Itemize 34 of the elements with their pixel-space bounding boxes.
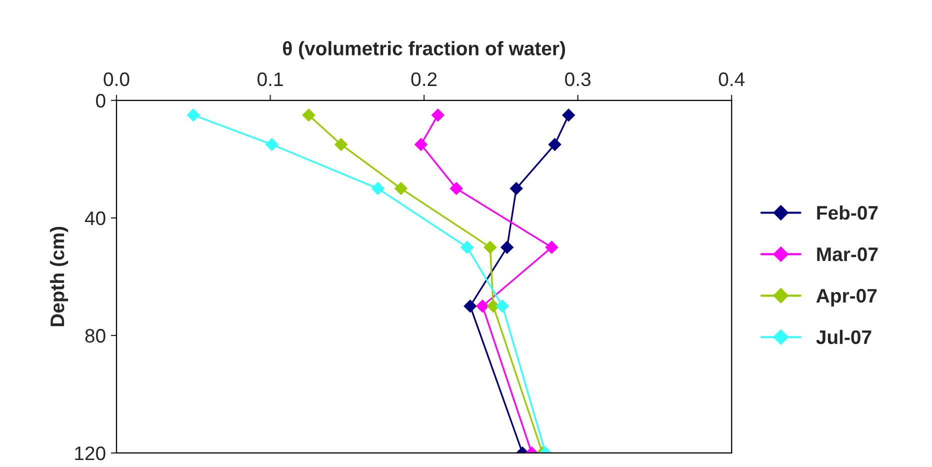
- point: [510, 182, 523, 195]
- x-axis-title: θ (volumetric fraction of water): [282, 41, 566, 60]
- y-tick-label: 120: [75, 446, 106, 460]
- point: [548, 138, 562, 151]
- y-tick-label: 40: [84, 211, 106, 226]
- x-tick-label: 0.4: [718, 72, 745, 86]
- point: [450, 182, 463, 195]
- point: [496, 300, 509, 312]
- point: [186, 108, 200, 122]
- x-tick-label: 0.0: [104, 72, 130, 86]
- x-tick-label: 0.2: [411, 72, 437, 86]
- y-axis-title: Depth (cm): [50, 226, 68, 326]
- point: [372, 182, 384, 195]
- point: [476, 300, 489, 312]
- point: [414, 138, 428, 151]
- x-tick-label: 0.1: [258, 72, 283, 86]
- point: [562, 108, 576, 122]
- point: [500, 240, 514, 254]
- legend-label: Apr-07: [816, 288, 877, 306]
- x-tick-label: 0.3: [565, 72, 590, 86]
- y-tick-label: 80: [85, 328, 106, 343]
- point: [394, 182, 408, 195]
- y-tick-label: 0: [96, 94, 106, 108]
- point: [484, 240, 497, 254]
- legend-label: Feb-07: [817, 205, 878, 220]
- point: [545, 240, 558, 254]
- point: [302, 108, 316, 122]
- point: [431, 108, 444, 122]
- legend-label: Jul-07: [816, 330, 872, 344]
- point: [265, 138, 278, 151]
- point: [464, 300, 477, 312]
- legend-label: Mar-07: [817, 247, 878, 262]
- point: [334, 138, 348, 151]
- point: [460, 240, 474, 254]
